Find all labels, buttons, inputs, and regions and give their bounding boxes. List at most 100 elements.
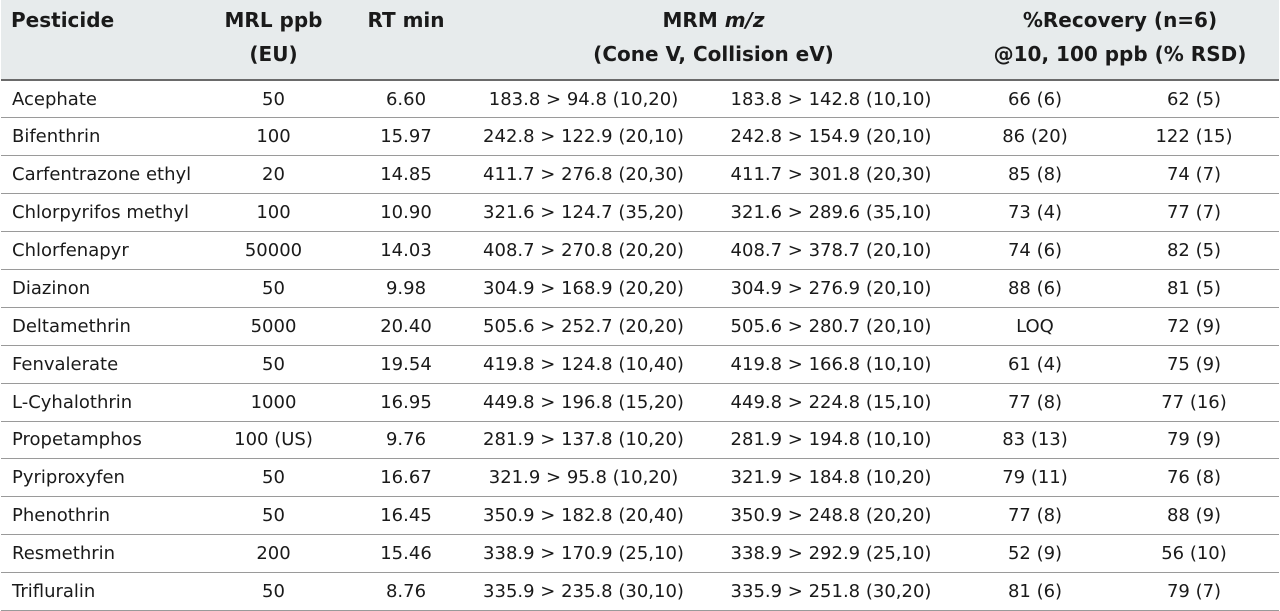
cell-recovery-100ppb: 77 (7) xyxy=(1166,202,1222,224)
cell-recovery-100ppb: 81 (5) xyxy=(1166,277,1222,299)
cell-recovery-10ppb: 74 (6) xyxy=(1007,240,1063,261)
cell-rt: 14.85 xyxy=(380,164,432,186)
table-row: Deltamethrin 5000 20.40 505.6 > 252.7 (20,2… xyxy=(1,307,1279,346)
cell-recovery-10ppb: 52 (9) xyxy=(1007,543,1063,565)
cell-pesticide: Trifluralin xyxy=(12,581,96,603)
cell-pesticide: Bifenthrin xyxy=(12,126,101,148)
cell-pesticide: Acephate xyxy=(12,88,97,110)
table-row: Resmethrin 200 15.46 338.9 > 170.9 (25,10) 3… xyxy=(1,535,1279,573)
cell-recovery-10ppb: 77 (8) xyxy=(1007,391,1063,413)
cell-mrm-transition-2: 338.9 > 292.9 (25,10) xyxy=(730,543,932,565)
cell-mrm-transition-2: 242.8 > 154.9 (20,10) xyxy=(730,126,932,148)
cell-recovery-100ppb: 75 (9) xyxy=(1166,353,1222,375)
cell-mrl: 50000 xyxy=(244,240,303,261)
cell-mrm-transition-2: 505.6 > 280.7 (20,10) xyxy=(730,315,932,337)
cell-mrm-transition-2: 408.7 > 378.7 (20,10) xyxy=(730,240,932,261)
cell-recovery-10ppb: 86 (20) xyxy=(1002,126,1068,148)
cell-pesticide: Diazinon xyxy=(12,277,91,299)
cell-mrl: 100 xyxy=(256,126,291,148)
cell-rt: 8.76 xyxy=(385,581,427,603)
cell-mrm-transition-1: 419.8 > 124.8 (10,40) xyxy=(483,353,684,375)
cell-mrm-transition-1: 321.6 > 124.7 (35,20) xyxy=(483,202,684,224)
header-pesticide: Pesticide xyxy=(11,8,115,32)
cell-recovery-100ppb: 76 (8) xyxy=(1166,467,1222,489)
cell-mrm-transition-1: 335.9 > 235.8 (30,10) xyxy=(483,581,684,603)
cell-mrm-transition-1: 304.9 > 168.9 (20,20) xyxy=(483,277,684,299)
cell-rt: 15.46 xyxy=(380,543,432,565)
cell-mrm-transition-1: 183.8 > 94.8 (10,20) xyxy=(488,88,679,110)
cell-mrl: 50 xyxy=(262,277,285,299)
header-mrm-line2: (Cone V, Collision eV) xyxy=(593,42,834,66)
cell-mrl: 200 xyxy=(256,543,291,565)
cell-mrl: 5000 xyxy=(250,315,297,337)
cell-mrm-transition-1: 350.9 > 182.8 (20,40) xyxy=(483,505,684,527)
cell-mrl: 50 xyxy=(262,505,285,527)
cell-pesticide: Pyriproxyfen xyxy=(12,467,125,489)
cell-mrm-transition-2: 183.8 > 142.8 (10,10) xyxy=(730,88,932,110)
header-mrm-line1: MRM m/z xyxy=(662,8,765,32)
cell-rt: 16.45 xyxy=(380,505,432,527)
cell-recovery-10ppb: 79 (11) xyxy=(1002,467,1068,489)
cell-mrm-transition-2: 304.9 > 276.9 (20,10) xyxy=(730,277,932,299)
table-row: L-Cyhalothrin 1000 16.95 449.8 > 196.8 (15,… xyxy=(1,383,1279,422)
cell-recovery-10ppb: 85 (8) xyxy=(1007,164,1063,186)
header-recovery-line1: %Recovery (n=6) xyxy=(1022,8,1218,32)
cell-recovery-10ppb: 83 (13) xyxy=(1002,429,1068,451)
cell-mrm-transition-1: 281.9 > 137.8 (10,20) xyxy=(483,429,684,451)
header-mrl: MRL ppb (EU) xyxy=(201,0,346,80)
header-mrl-line1: MRL ppb xyxy=(224,8,323,32)
cell-rt: 9.76 xyxy=(385,429,427,451)
cell-recovery-100ppb: 122 (15) xyxy=(1155,126,1233,148)
cell-mrl: 1000 xyxy=(250,391,297,413)
table-row: Pyriproxyfen 50 16.67 321.9 > 95.8 (10,20) 3… xyxy=(1,459,1279,497)
cell-mrm-transition-2: 411.7 > 301.8 (20,30) xyxy=(730,164,932,186)
cell-mrm-transition-2: 350.9 > 248.8 (20,20) xyxy=(730,505,932,527)
table-row: Carfentrazone ethyl 20 14.85 411.7 > 276.8 … xyxy=(1,156,1279,194)
table-row: Trifluralin 50 8.76 335.9 > 235.8 (30,10) 33… xyxy=(1,573,1279,611)
cell-mrl: 50 xyxy=(262,581,285,603)
cell-rt: 16.95 xyxy=(380,391,432,413)
cell-rt: 6.60 xyxy=(385,88,427,110)
cell-rt: 15.97 xyxy=(380,126,432,148)
cell-mrl: 100 (US) xyxy=(234,429,313,451)
table-row: Diazinon 50 9.98 304.9 > 168.9 (20,20) 304.9… xyxy=(1,269,1279,308)
header-mrm-mz: m/z xyxy=(724,8,765,32)
header-rt: RT min xyxy=(367,8,445,32)
cell-mrm-transition-1: 411.7 > 276.8 (20,30) xyxy=(483,164,684,186)
cell-mrl: 50 xyxy=(262,88,285,110)
cell-recovery-10ppb: 88 (6) xyxy=(1007,277,1063,299)
cell-recovery-100ppb: 88 (9) xyxy=(1166,505,1222,527)
cell-rt: 20.40 xyxy=(380,315,432,337)
table-row: Propetamphos 100 (US) 9.76 281.9 > 137.8 (1… xyxy=(1,421,1279,459)
cell-rt: 16.67 xyxy=(380,467,432,489)
table-row: Acephate 50 6.60 183.8 > 94.8 (10,20) 183.8 … xyxy=(1,80,1279,118)
cell-pesticide: Resmethrin xyxy=(12,543,116,565)
table-row: Phenothrin 50 16.45 350.9 > 182.8 (20,40) 35… xyxy=(1,497,1279,535)
cell-mrm-transition-1: 242.8 > 122.9 (20,10) xyxy=(483,126,684,148)
cell-rt: 9.98 xyxy=(385,277,427,299)
cell-recovery-10ppb: 73 (4) xyxy=(1007,202,1063,224)
cell-recovery-100ppb: 74 (7) xyxy=(1166,164,1222,186)
cell-recovery-10ppb: LOQ xyxy=(1016,315,1054,337)
cell-mrm-transition-2: 419.8 > 166.8 (10,10) xyxy=(730,353,932,375)
table-row: Chlorpyrifos methyl 100 10.90 321.6 > 124.7… xyxy=(1,194,1279,232)
cell-rt: 19.54 xyxy=(380,353,432,375)
cell-mrm-transition-2: 321.9 > 184.8 (10,20) xyxy=(730,467,932,489)
cell-pesticide: Deltamethrin xyxy=(12,315,131,337)
cell-mrm-transition-1: 505.6 > 252.7 (20,20) xyxy=(483,315,684,337)
cell-mrm-transition-1: 321.9 > 95.8 (10,20) xyxy=(488,467,679,489)
cell-mrm-transition-1: 449.8 > 196.8 (15,20) xyxy=(483,391,684,413)
header-row: Pesticide MRL ppb (EU) RT min MRM m/z (C… xyxy=(1,0,1279,80)
cell-rt: 10.90 xyxy=(380,202,432,224)
cell-recovery-100ppb: 72 (9) xyxy=(1166,315,1222,337)
cell-mrl: 20 xyxy=(262,164,285,186)
table-body: Acephate 50 6.60 183.8 > 94.8 (10,20) 183.8 … xyxy=(1,80,1279,611)
cell-mrm-transition-2: 449.8 > 224.8 (15,10) xyxy=(730,391,932,413)
cell-mrm-transition-2: 281.9 > 194.8 (10,10) xyxy=(730,429,932,451)
cell-recovery-10ppb: 66 (6) xyxy=(1007,88,1063,110)
cell-recovery-10ppb: 61 (4) xyxy=(1007,353,1063,375)
cell-recovery-100ppb: 79 (9) xyxy=(1166,429,1222,451)
cell-recovery-10ppb: 77 (8) xyxy=(1007,505,1063,527)
cell-mrl: 50 xyxy=(262,353,285,375)
cell-mrm-transition-1: 338.9 > 170.9 (25,10) xyxy=(483,543,684,565)
